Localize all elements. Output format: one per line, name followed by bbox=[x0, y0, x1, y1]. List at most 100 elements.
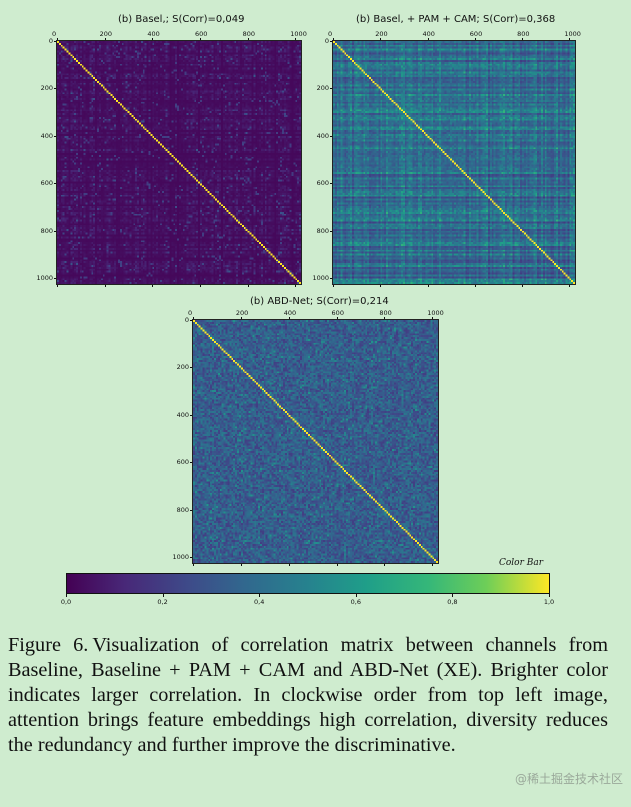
x-tick-label: 200 bbox=[99, 30, 113, 38]
x-tick-mark bbox=[57, 38, 58, 40]
x-tick-label: 0 bbox=[52, 30, 57, 38]
panel-title: (b) Basel, + PAM + CAM; S(Corr)=0,368 bbox=[356, 14, 556, 25]
x-tick-mark bbox=[193, 564, 194, 566]
y-tick-label: 400 bbox=[176, 410, 189, 419]
x-tick-mark bbox=[432, 317, 434, 319]
x-tick-mark bbox=[380, 285, 382, 287]
panel-title: (b) ABD-Net; S(Corr)=0,214 bbox=[250, 296, 389, 307]
y-tick-label: 800 bbox=[316, 226, 329, 235]
colorbar-label: Color Bar bbox=[499, 558, 544, 568]
y-tick-mark bbox=[330, 230, 332, 232]
x-tick-mark bbox=[288, 317, 290, 319]
colorbar-tick-mark bbox=[452, 594, 454, 597]
x-tick-mark bbox=[522, 38, 524, 40]
x-tick-mark bbox=[240, 317, 242, 319]
colorbar-tick-mark bbox=[66, 594, 67, 597]
colorbar-tick-label: 0,8 bbox=[447, 598, 458, 606]
y-tick-label: 400 bbox=[40, 131, 53, 140]
y-tick-label: 400 bbox=[316, 131, 329, 140]
colorbar-tick-mark bbox=[259, 594, 261, 597]
x-tick-mark bbox=[522, 285, 524, 287]
x-tick-mark bbox=[569, 285, 571, 287]
x-tick-label: 600 bbox=[331, 309, 344, 317]
y-tick-mark bbox=[54, 230, 56, 232]
x-tick-mark bbox=[240, 564, 242, 566]
x-tick-label: 0 bbox=[328, 30, 333, 38]
colorbar-tick-label: 0,6 bbox=[350, 598, 361, 606]
x-tick-mark bbox=[380, 38, 382, 40]
y-tick-label: 0 bbox=[184, 316, 189, 324]
x-tick-mark bbox=[336, 317, 338, 319]
colorbar-tick-label: 1,0 bbox=[543, 598, 555, 606]
y-tick-label: 1000 bbox=[36, 274, 53, 283]
y-tick-label: 200 bbox=[316, 84, 329, 93]
x-tick-mark bbox=[336, 564, 338, 566]
y-tick-mark bbox=[330, 41, 332, 42]
y-tick-label: 200 bbox=[176, 363, 189, 372]
x-tick-mark bbox=[384, 317, 386, 319]
x-tick-label: 600 bbox=[469, 30, 483, 38]
x-tick-mark bbox=[193, 317, 194, 319]
y-tick-label: 200 bbox=[40, 84, 53, 93]
x-tick-mark bbox=[333, 285, 334, 287]
panel-title: (b) Basel,; S(Corr)=0,049 bbox=[118, 14, 245, 25]
y-tick-label: 800 bbox=[40, 226, 53, 235]
x-tick-label: 1000 bbox=[564, 30, 581, 38]
colorbar-tick-label: 0,4 bbox=[254, 598, 265, 606]
x-tick-label: 1000 bbox=[290, 30, 307, 38]
x-tick-mark bbox=[152, 285, 154, 287]
x-tick-mark bbox=[104, 285, 106, 287]
y-tick-mark bbox=[190, 462, 192, 464]
y-tick-label: 0 bbox=[48, 37, 53, 45]
colorbar-tick-mark bbox=[355, 594, 357, 597]
y-tick-label: 800 bbox=[176, 505, 189, 514]
x-tick-label: 0 bbox=[188, 309, 193, 317]
y-tick-label: 0 bbox=[324, 37, 329, 45]
y-tick-mark bbox=[330, 278, 332, 280]
y-tick-mark bbox=[330, 88, 332, 90]
colorbar-tick-mark bbox=[162, 594, 164, 597]
x-tick-mark bbox=[104, 38, 106, 40]
heatmap-cells bbox=[333, 41, 575, 284]
x-tick-label: 800 bbox=[242, 30, 256, 38]
y-tick-label: 1000 bbox=[312, 274, 329, 283]
y-tick-mark bbox=[330, 135, 332, 137]
x-tick-label: 400 bbox=[283, 309, 297, 317]
caption-label: Figure 6. bbox=[8, 634, 89, 656]
heatmap-cells bbox=[193, 320, 438, 563]
x-tick-mark bbox=[199, 285, 201, 287]
y-tick-mark bbox=[54, 183, 56, 185]
x-tick-mark bbox=[384, 564, 386, 566]
watermark: @稀土掘金技术社区 bbox=[514, 772, 623, 786]
x-tick-mark bbox=[247, 38, 249, 40]
x-tick-mark bbox=[569, 38, 571, 40]
y-tick-mark bbox=[190, 557, 192, 559]
y-tick-mark bbox=[190, 320, 192, 321]
heatmap-cells bbox=[57, 41, 301, 284]
x-tick-mark bbox=[288, 564, 290, 566]
colorbar-tick-label: 0,2 bbox=[157, 598, 168, 606]
x-tick-mark bbox=[474, 285, 476, 287]
colorbar-tick-mark bbox=[549, 594, 550, 597]
x-tick-mark bbox=[247, 285, 249, 287]
x-tick-mark bbox=[152, 38, 154, 40]
x-tick-label: 1000 bbox=[427, 309, 444, 317]
x-tick-mark bbox=[57, 285, 58, 287]
x-tick-label: 600 bbox=[194, 30, 208, 38]
y-tick-mark bbox=[54, 278, 56, 280]
figure-caption: Figure 6. Visualization of correlation ma… bbox=[8, 633, 608, 758]
colorbar bbox=[66, 573, 550, 594]
y-tick-label: 1000 bbox=[172, 553, 189, 562]
x-tick-mark bbox=[295, 38, 297, 40]
y-tick-label: 600 bbox=[316, 179, 329, 188]
x-tick-label: 800 bbox=[379, 309, 392, 317]
x-tick-mark bbox=[333, 38, 334, 40]
x-tick-label: 800 bbox=[517, 30, 530, 38]
x-tick-mark bbox=[295, 285, 297, 287]
y-tick-mark bbox=[54, 88, 56, 90]
y-tick-mark bbox=[190, 414, 192, 416]
y-tick-mark bbox=[54, 41, 56, 42]
x-tick-mark bbox=[427, 285, 429, 287]
colorbar-tick-label: 0,0 bbox=[60, 598, 72, 606]
y-tick-label: 600 bbox=[40, 179, 53, 188]
